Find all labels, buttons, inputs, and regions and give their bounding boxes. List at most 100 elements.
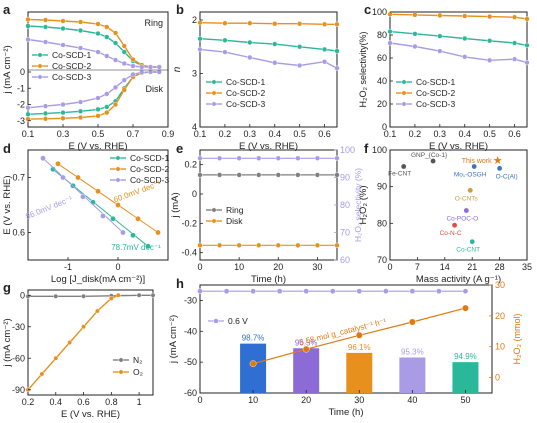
panel-e-marker — [236, 172, 242, 178]
panel-f-point — [469, 238, 476, 245]
panel-f-y-tick-label: 80 — [377, 218, 387, 228]
panel-h-legend-marker — [213, 318, 219, 324]
panel-c-marker — [524, 16, 530, 22]
panel-c-marker — [412, 43, 418, 50]
panel-d-point — [115, 202, 121, 208]
panel-a-ring-marker — [121, 43, 127, 49]
panel-a-disk-marker — [77, 99, 84, 105]
panel-g-marker — [67, 340, 73, 345]
panel-d-legend-label: Co-SCD-1 — [130, 153, 169, 163]
panel-a-ytick-label: -2 — [17, 100, 25, 110]
panel-f-x-tick-label: 7 — [415, 262, 420, 272]
panel-g-legend-marker — [118, 369, 124, 375]
panel-e-marker — [314, 155, 321, 161]
panel-c-marker — [387, 11, 393, 17]
panel-a-ring-marker — [42, 39, 49, 45]
panel-h-xlabel: Time (h) — [328, 407, 363, 418]
panel-b-x-tick-label: 0.6 — [318, 129, 331, 139]
panel-f-star-marker: ★ — [493, 155, 503, 167]
panel-b-x-tick-label: 0.4 — [268, 129, 281, 139]
panel-d-legend-label: Co-SCD-2 — [130, 164, 169, 174]
panel-e-legend-label: Ring — [226, 205, 244, 215]
panel-a-ring-marker — [130, 63, 136, 69]
panel-g-marker — [81, 293, 86, 299]
panel-g-marker — [150, 292, 156, 298]
panel-h-frame — [199, 284, 493, 394]
panel-a-disk-label: Disk — [146, 84, 164, 94]
panel-f-point-label: O-CNTs — [455, 195, 479, 202]
panel-e-y-tick-label: 0 — [192, 189, 197, 199]
panel-c-marker — [487, 14, 493, 20]
panel-b-legend-marker — [211, 101, 217, 107]
panel-b-marker — [197, 46, 203, 53]
panel-d-y-tick-label: 0.6 — [12, 228, 25, 238]
panel-e-y2-tick-label: 70 — [340, 228, 350, 238]
panel-f-point-label: Co-CNT — [456, 247, 480, 254]
panel-a-disk-marker — [60, 101, 66, 108]
panel-b-marker — [272, 60, 278, 66]
panel-f-x-tick-label: 0 — [387, 262, 392, 272]
panel-e-x-tick-label: 0 — [197, 262, 202, 272]
panel-b-series-line — [199, 22, 337, 25]
panel-c-marker — [387, 40, 393, 46]
panel-b-marker — [272, 21, 278, 27]
panel-a-disk-marker — [147, 69, 154, 75]
panel-c-y-tick-label: 20 — [377, 99, 387, 109]
panel-f-point-label: O-C(Al) — [496, 173, 518, 180]
panel-a-disk-marker — [95, 95, 101, 101]
panel-h-bar — [240, 343, 267, 393]
panel-e-y2-tick-label: 100 — [340, 145, 355, 155]
panel-h-current-marker — [436, 288, 442, 294]
panel-h-y2label: H₂O₂ (mmol) — [512, 314, 522, 365]
panel-a-ring-marker — [121, 49, 127, 55]
panel-b-legend-label: Co-SCD-1 — [226, 77, 265, 87]
panel-a-disk-marker — [60, 115, 66, 121]
panel-f-y-tick-label: 90 — [377, 182, 387, 192]
panel-c-legend-label: Co-SCD-3 — [416, 99, 455, 109]
panel-e-marker — [256, 242, 262, 248]
panel-a-disk-marker — [104, 91, 110, 97]
panel-h-y-tick-label: -30 — [184, 295, 197, 305]
panel-c-marker — [487, 57, 493, 63]
panel-d-point — [50, 166, 56, 173]
panel-e-marker — [334, 155, 340, 161]
panel-a-legend-marker — [37, 74, 43, 80]
panel-d-frame — [27, 149, 169, 261]
panel-letter-h: h — [176, 276, 184, 291]
panel-a-disk-marker — [112, 84, 119, 91]
panel-a-ring-marker — [104, 34, 110, 40]
panel-h-y2-tick-label: 0 — [495, 373, 500, 383]
panel-c-legend-label: Co-SCD-2 — [416, 88, 455, 98]
panel-a-ring-marker — [77, 45, 84, 51]
panel-e-legend-marker — [211, 207, 217, 213]
panel-d-point — [60, 174, 66, 181]
panel-h-h2o2-marker — [408, 318, 416, 326]
panel-c-x-tick-label: 0.3 — [434, 129, 447, 139]
panel-g-x-tick-label: 0.8 — [105, 397, 118, 407]
panel-b-legend-marker — [211, 90, 217, 96]
panel-b-marker — [222, 37, 228, 43]
panel-a-ring-marker — [121, 60, 127, 67]
panel-b-legend-label: Co-SCD-3 — [226, 99, 265, 109]
panel-e-xlabel: Time (h) — [251, 274, 286, 285]
panel-a-disk-line — [27, 71, 160, 120]
panel-d-ylabel: E (V vs. RHE) — [2, 175, 13, 234]
panel-h-current-marker — [250, 288, 256, 294]
panel-d-point — [120, 229, 126, 236]
panel-b-x-tick-label: 0.1 — [194, 129, 207, 139]
panel-b-marker — [247, 39, 253, 46]
panel-b-marker — [334, 48, 340, 54]
panel-a-ytick-label: 0 — [20, 67, 25, 77]
panel-d-slope-label: 78.7mV dec⁻¹ — [111, 243, 161, 252]
panel-a-ring-marker — [95, 30, 101, 37]
panel-b-marker — [321, 21, 328, 27]
panel-a-ring-marker — [42, 24, 49, 30]
panel-g-y-tick-label: -90 — [12, 385, 25, 395]
panel-f-xlabel: Mass activity (A g⁻¹) — [416, 274, 501, 285]
panel-a-disk-marker — [121, 77, 127, 83]
panel-c-x-tick-label: 0.2 — [409, 129, 422, 139]
panel-c-marker — [412, 31, 418, 37]
panel-g-marker — [53, 293, 59, 299]
panel-h-h2o2-marker — [462, 304, 469, 312]
